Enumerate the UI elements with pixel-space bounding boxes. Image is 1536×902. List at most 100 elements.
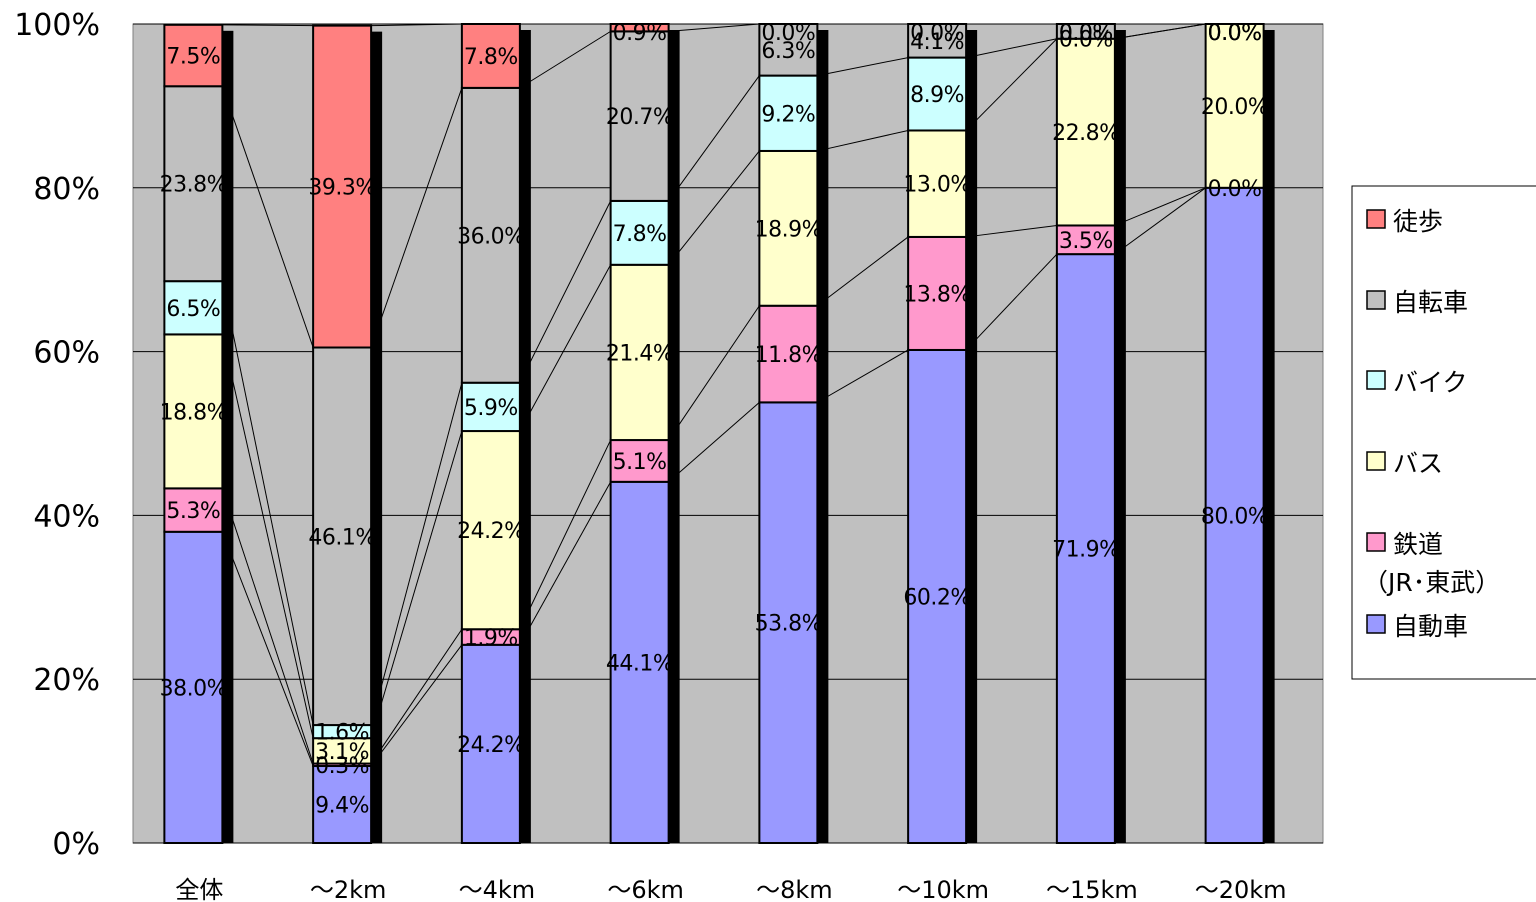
connector-line [668,23,760,32]
data-label: 8.9% [910,83,964,108]
data-label: 5.1% [613,450,667,475]
bar-segment [163,333,224,490]
connector-line [966,38,1057,59]
bar-segment [758,401,819,844]
data-label: 0.0% [910,21,964,46]
bar-segment [907,348,968,844]
connector-line [221,488,314,764]
bar-segment [758,23,819,77]
bar-segment [1055,224,1116,256]
axes: 0% 20% 40% 60% 80% 100% 全体 ～2km ～4km ～6km ～8km ～10k… [14,8,1286,902]
legend-label: バス [1393,449,1443,478]
data-label: 20.7% [606,105,673,130]
bar-segment [1055,253,1116,845]
data-label: 46.1% [308,525,375,550]
connector-line [370,382,463,726]
legend-swatch [1366,451,1386,471]
bar-shadow [1114,30,1126,843]
connector-line [371,23,462,27]
y-tick-label: 40% [33,499,100,534]
legend-swatch [1366,370,1386,390]
bar-segment [758,74,819,152]
bar-segment [312,346,373,727]
bar-segment [163,85,224,283]
x-tick-label: ～2km [310,876,387,902]
series-connector-lines [221,23,1206,844]
x-tick-label: ～6km [607,876,684,902]
bar-segment [460,86,521,384]
data-label: 21.4% [606,341,673,366]
data-label: 0.3% [315,754,369,779]
connector-line [221,86,314,348]
legend-label: 自動車 [1393,612,1468,641]
bar-segment [609,23,670,33]
data-label: 20.0% [1201,95,1268,120]
bar-segment [460,643,521,844]
bar-segment [1055,23,1116,40]
legend-label: 徒歩 [1393,207,1443,236]
bar-segment [609,480,670,844]
bar-shadow [817,30,829,843]
data-label: 23.8% [160,173,227,198]
data-label: 6.3% [761,39,815,64]
data-label: 9.4% [315,794,369,819]
legend-swatch [1366,290,1386,310]
legend-label: （JR･東武） [1363,568,1500,597]
data-label: 9.2% [761,102,815,127]
data-label: 0.0% [1059,21,1113,46]
bar-segment [460,430,521,631]
bar-segment [312,765,373,844]
y-tick-label: 80% [33,172,100,207]
y-tick-label: 60% [33,336,100,371]
connector-line [370,430,463,739]
y-tick-label: 100% [14,8,100,43]
data-label: 24.2% [457,519,524,544]
data-label: 0.0% [1208,21,1262,46]
bar-shadow [222,30,234,844]
x-tick-label: ～4km [459,876,536,902]
data-label: 5.9% [464,396,518,421]
connector-line [817,236,909,307]
legend-label: 鉄道 [1393,530,1443,559]
connector-line [668,75,760,202]
connector-line [1114,187,1206,255]
y-tick-label: 20% [33,663,100,698]
x-tick-label: ～8km [756,876,833,902]
data-label: 0.0% [1208,21,1262,46]
x-tick-label: ～10km [897,876,989,902]
connector-line [370,644,463,767]
data-label: 71.9% [1052,538,1119,563]
plot-area [132,23,1324,844]
connector-line [221,281,314,726]
data-label: 6.5% [166,297,220,322]
data-label: 11.8% [755,343,822,368]
data-label: 1.6% [315,721,369,746]
data-label: 0.0% [1059,28,1113,53]
bar-segment [1055,37,1116,227]
data-label: 3.1% [315,740,369,765]
data-label: 80.0% [1201,504,1268,529]
data-label: 38.0% [160,676,227,701]
bar-segment [163,23,224,88]
connector-line [221,531,314,767]
bar-segment [609,30,670,202]
bar-segment [312,24,373,349]
data-label: 0.0% [1059,21,1113,46]
connector-line [817,57,909,77]
bar-segment [460,23,521,89]
bar-shadow [1263,30,1275,843]
data-label: 39.3% [308,176,375,201]
data-label: 7.5% [166,45,220,70]
data-label: 0.0% [1208,21,1262,46]
connector-line [519,439,612,630]
connector-line [519,200,612,383]
data-label: 5.3% [166,499,220,524]
data-label: 13.0% [903,173,970,198]
data-label: 44.1% [606,651,673,676]
data-label: 3.5% [1059,229,1113,254]
x-tick-label: 全体 [175,876,223,902]
data-label: 7.8% [613,222,667,247]
connector-line [817,129,909,152]
